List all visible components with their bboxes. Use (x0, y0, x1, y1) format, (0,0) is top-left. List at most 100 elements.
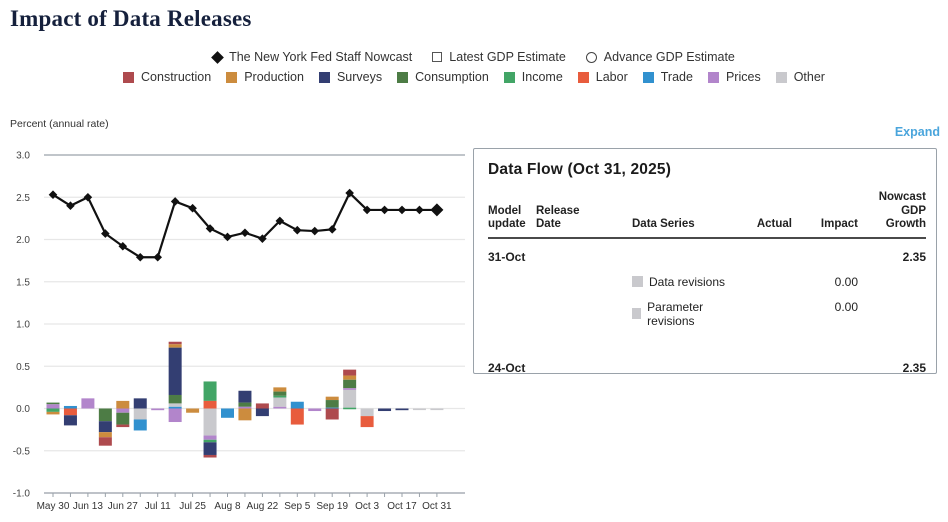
legend-item-income[interactable]: Income (503, 70, 563, 84)
legend-item-trade[interactable]: Trade (642, 70, 693, 84)
nowcast-point[interactable] (240, 228, 250, 238)
bar-segment-surveys[interactable] (133, 398, 147, 409)
bar-segment-surveys[interactable] (238, 390, 252, 403)
bar-segment-prices[interactable] (273, 406, 287, 409)
nowcast-point[interactable] (380, 205, 389, 215)
bar-segment-construction[interactable] (325, 408, 339, 420)
bar-segment-construction[interactable] (255, 403, 269, 409)
legend-item-consumption[interactable]: Consumption (397, 70, 489, 84)
nowcast-point[interactable] (275, 216, 285, 226)
bar-segment-labor[interactable] (360, 416, 374, 428)
bar-segment-consumption[interactable] (343, 379, 357, 389)
bar-segment-trade[interactable] (290, 401, 304, 409)
bar-segment-surveys[interactable] (395, 408, 409, 411)
bar-segment-trade[interactable] (221, 408, 234, 418)
bar-segment-consumption[interactable] (46, 402, 60, 405)
bar-segment-construction[interactable] (116, 424, 130, 428)
legend-item-latest-gdp[interactable]: Latest GDP Estimate (432, 50, 566, 64)
bar-segment-other[interactable] (168, 403, 182, 407)
nowcast-point[interactable] (153, 252, 162, 262)
bar-segment-production[interactable] (46, 411, 60, 415)
bar-segment-production[interactable] (186, 408, 200, 413)
bar-segment-other[interactable] (203, 408, 217, 436)
nowcast-point[interactable] (310, 226, 320, 236)
bar-segment-production[interactable] (116, 400, 130, 409)
bar-segment-other[interactable] (430, 408, 444, 411)
bar-segment-other[interactable] (360, 408, 374, 417)
nowcast-point[interactable] (223, 232, 232, 242)
bar-segment-labor[interactable] (203, 400, 217, 409)
nowcast-point[interactable] (48, 190, 58, 200)
bar-segment-surveys[interactable] (255, 408, 269, 417)
bar-segment-prices[interactable] (203, 435, 217, 440)
bar-segment-prices[interactable] (238, 406, 252, 409)
bar-segment-surveys[interactable] (98, 421, 112, 433)
bar-segment-surveys[interactable] (378, 408, 392, 412)
nowcast-point[interactable] (205, 224, 215, 233)
bar-segment-income[interactable] (203, 439, 217, 443)
expand-link[interactable]: Expand (894, 125, 940, 139)
legend-item-production[interactable]: Production (226, 70, 304, 84)
bar-segment-other[interactable] (412, 408, 426, 411)
bar-segment-production[interactable] (98, 432, 112, 438)
bar-segment-income[interactable] (343, 407, 357, 410)
bar-segment-trade[interactable] (63, 405, 77, 409)
data-series-row[interactable]: Parameter revisions (632, 289, 736, 328)
bar-segment-trade[interactable] (325, 407, 339, 410)
bar-segment-production[interactable] (238, 408, 252, 421)
bar-segment-prices[interactable] (116, 408, 130, 413)
legend-item-advance-gdp[interactable]: Advance GDP Estimate (585, 50, 735, 64)
bar-segment-construction[interactable] (343, 369, 357, 376)
bar-segment-prices[interactable] (308, 408, 322, 412)
legend-item-other[interactable]: Other (775, 70, 825, 84)
data-series-row[interactable]: Data revisions (632, 264, 736, 289)
bar-segment-income[interactable] (203, 381, 217, 401)
nowcast-point[interactable] (293, 225, 302, 235)
bar-segment-income[interactable] (273, 395, 287, 398)
bar-segment-other[interactable] (133, 408, 147, 420)
bar-segment-other[interactable] (273, 397, 287, 407)
bar-segment-consumption[interactable] (116, 412, 130, 425)
nowcast-line (52, 191, 437, 259)
bar-segment-prices[interactable] (343, 388, 357, 390)
bar-segment-trade[interactable] (133, 419, 147, 431)
nowcast-point[interactable] (415, 205, 424, 215)
bar-segment-prices[interactable] (81, 398, 95, 409)
bar-segment-surveys[interactable] (168, 347, 182, 395)
legend-item-labor[interactable]: Labor (577, 70, 628, 84)
legend-item-prices[interactable]: Prices (707, 70, 761, 84)
bar-segment-prices[interactable] (46, 404, 60, 409)
bar-segment-construction[interactable] (168, 341, 182, 345)
bar-segment-prices[interactable] (168, 408, 182, 423)
legend-item-construction[interactable]: Construction (123, 70, 211, 84)
bar-segment-consumption[interactable] (98, 408, 112, 422)
bar-segment-income[interactable] (46, 408, 60, 412)
nowcast-point[interactable] (83, 192, 93, 202)
nowcast-point[interactable] (170, 197, 180, 206)
nowcast-point[interactable] (430, 203, 444, 217)
bar-segment-other[interactable] (343, 389, 357, 408)
bar-segment-production[interactable] (273, 387, 287, 392)
bar-segment-prices[interactable] (151, 408, 165, 411)
bar-segment-surveys[interactable] (203, 442, 217, 455)
legend-item-nowcast[interactable]: The New York Fed Staff Nowcast (211, 50, 412, 64)
bar-segment-surveys[interactable] (63, 415, 77, 426)
bar-segment-production[interactable] (343, 375, 357, 380)
bar-segment-production[interactable] (168, 344, 182, 348)
nowcast-point[interactable] (327, 225, 337, 234)
bar-segment-labor[interactable] (290, 408, 304, 425)
bar-segment-construction[interactable] (98, 437, 112, 446)
y-tick-label: 2.5 (16, 193, 30, 204)
bar-segment-consumption[interactable] (168, 394, 182, 404)
nowcast-point[interactable] (397, 205, 407, 215)
bar-segment-trade[interactable] (168, 406, 182, 409)
bar-segment-consumption[interactable] (238, 402, 252, 407)
bar-segment-labor[interactable] (63, 408, 77, 416)
legend-item-surveys[interactable]: Surveys (318, 70, 382, 84)
nowcast-point[interactable] (135, 252, 145, 262)
bar-segment-consumption[interactable] (273, 391, 287, 396)
bar-segment-production[interactable] (325, 396, 339, 401)
bar-segment-consumption[interactable] (325, 400, 339, 408)
nowcast-point[interactable] (258, 234, 267, 243)
bar-segment-construction[interactable] (203, 454, 217, 458)
